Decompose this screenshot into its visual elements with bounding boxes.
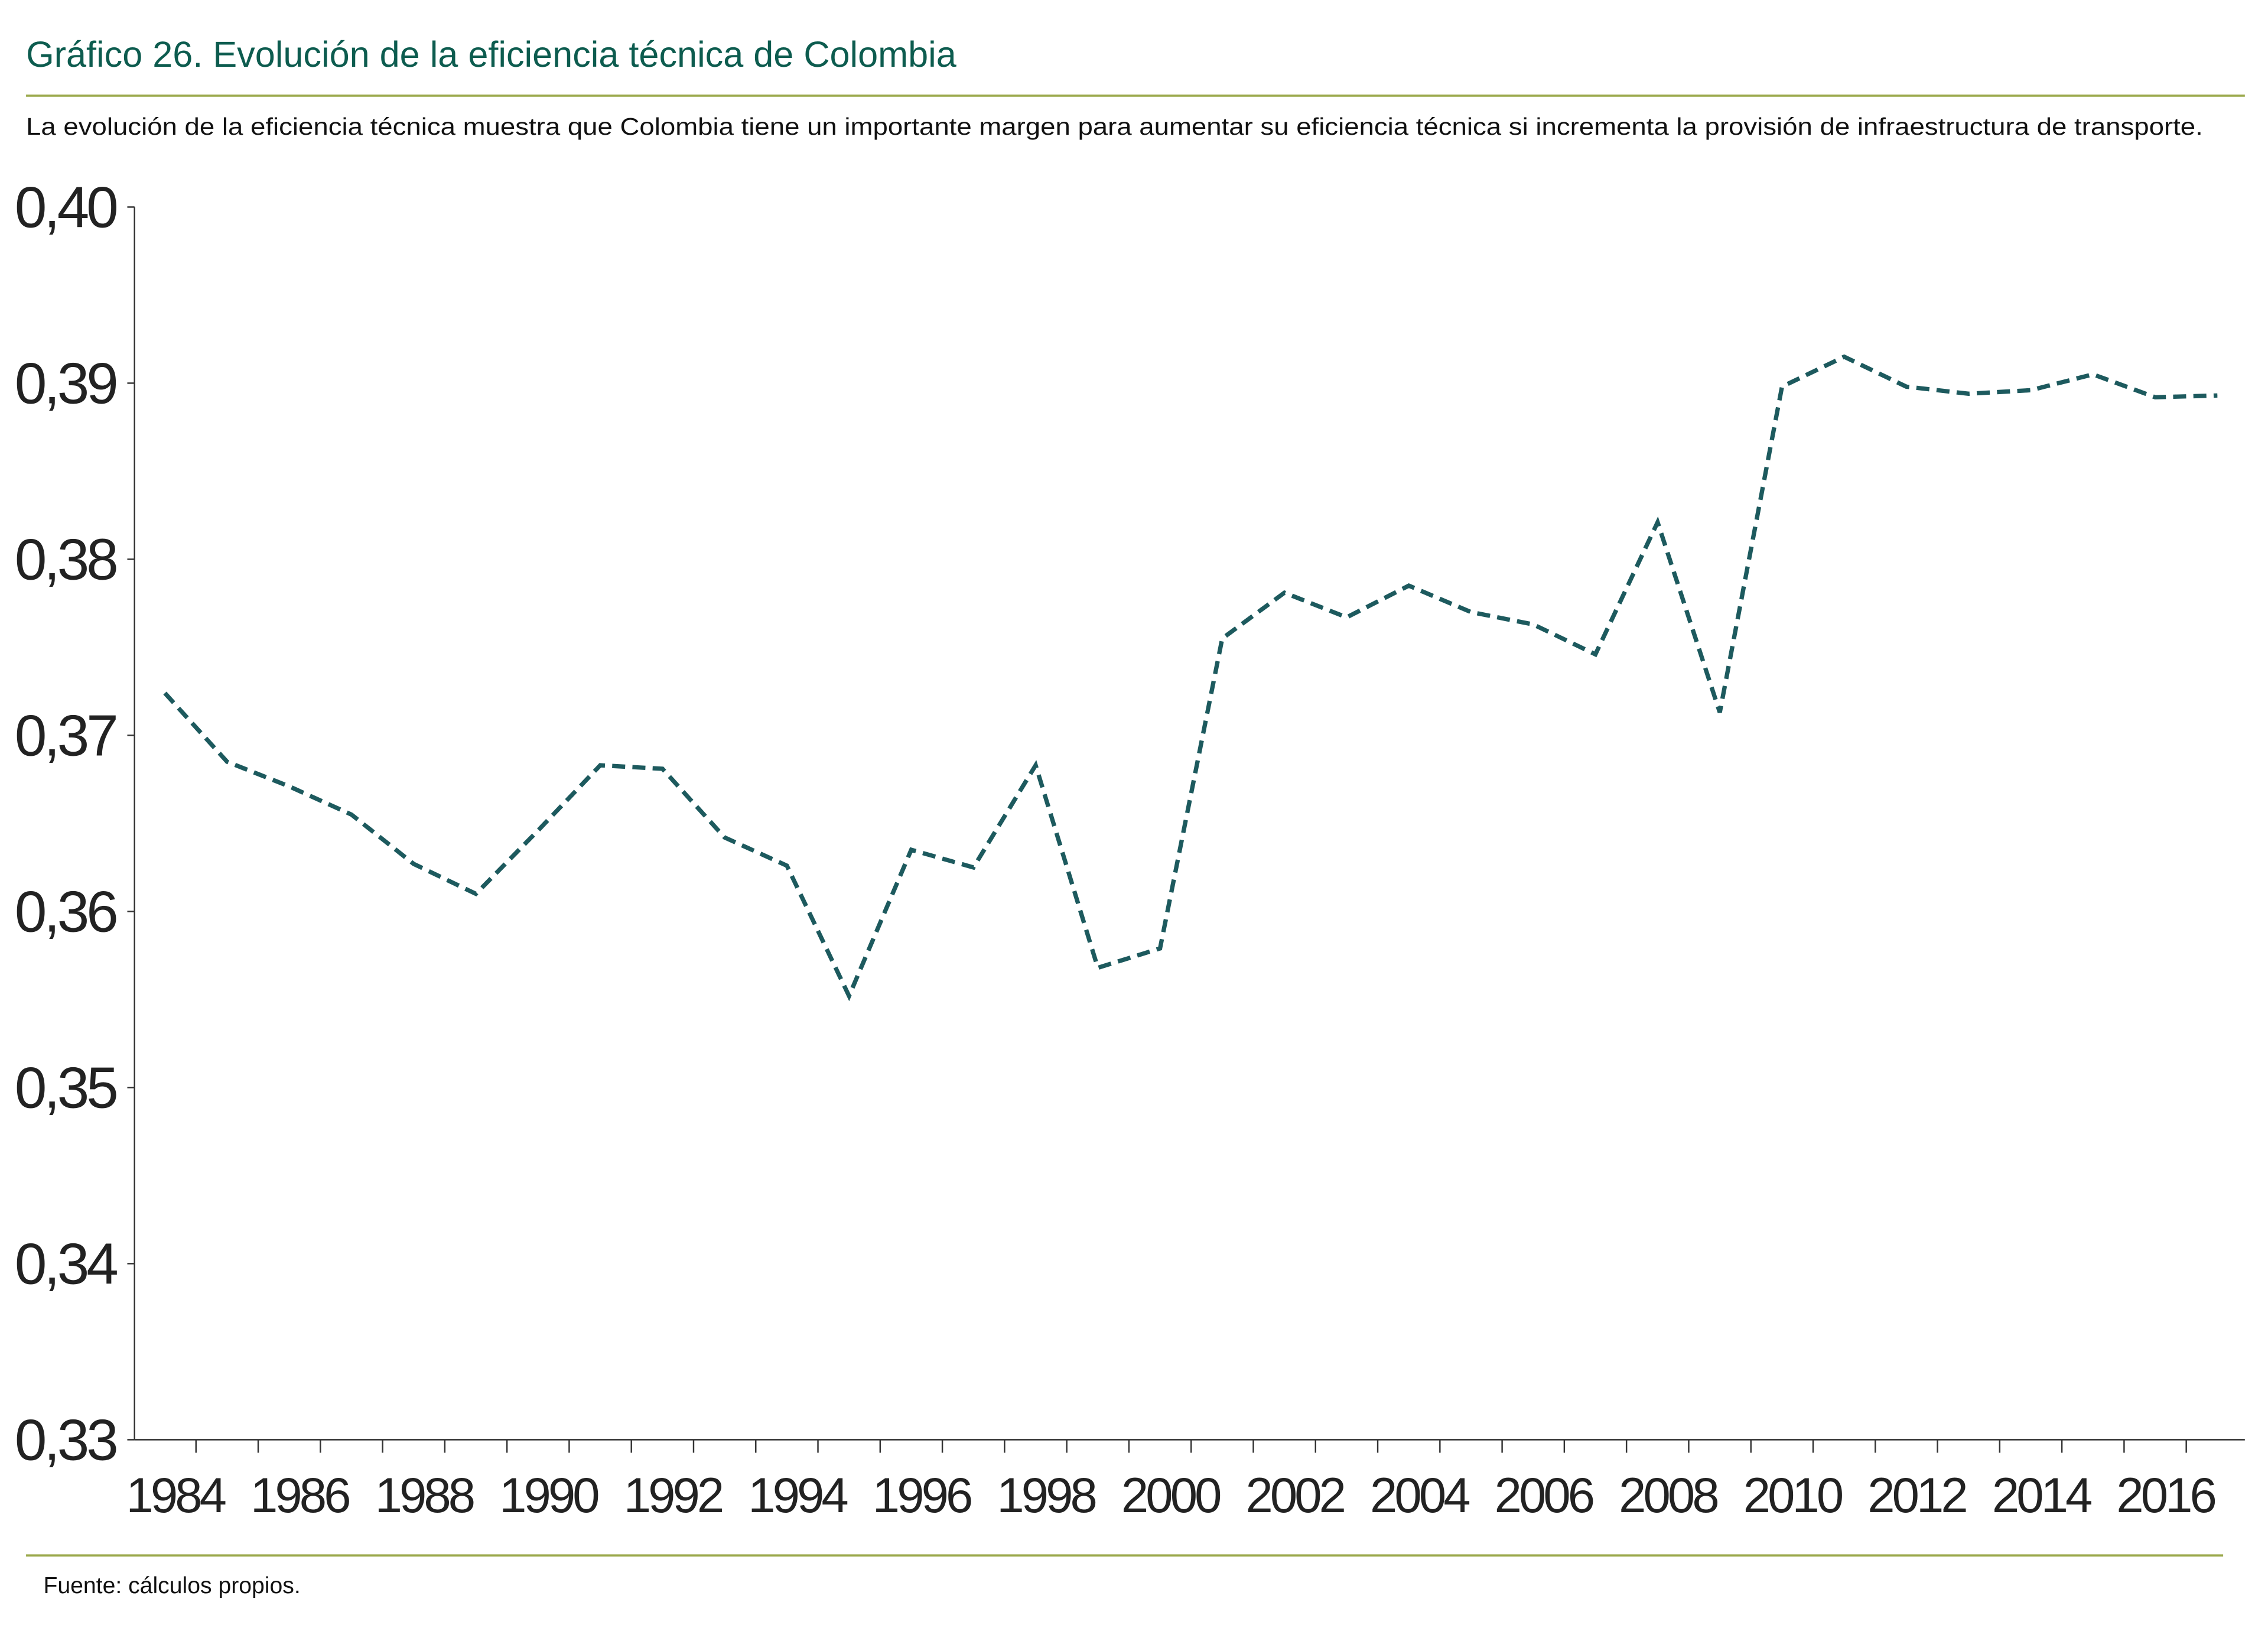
y-tick-label: 0,38 — [15, 527, 116, 592]
plot-area — [163, 354, 2218, 1002]
series-line — [163, 354, 2218, 1002]
x-tick-label: 2012 — [1867, 1468, 1966, 1523]
y-tick-label: 0,34 — [15, 1231, 117, 1296]
x-tick-label: 2010 — [1743, 1468, 1843, 1523]
x-tick-label: 1990 — [499, 1468, 598, 1523]
x-tick-label: 1996 — [873, 1468, 971, 1523]
x-tick-label: 1994 — [748, 1468, 847, 1523]
x-tick-label: 2006 — [1495, 1468, 1593, 1523]
y-tick-label: 0,39 — [15, 351, 116, 416]
x-tick-label: 1992 — [624, 1468, 723, 1523]
x-tick-label: 2016 — [2116, 1468, 2215, 1523]
y-tick-label: 0,40 — [15, 175, 116, 240]
x-tick-label: 2014 — [1992, 1468, 2091, 1523]
y-tick-label: 0,37 — [15, 703, 116, 768]
x-tick-label: 2008 — [1619, 1468, 1717, 1523]
axes: 0,33 0,34 0,35 0,36 0,37 0,38 0,39 0,40 1984 1986… — [15, 175, 2245, 1523]
x-tick-label: 2004 — [1370, 1468, 1469, 1523]
y-tick-label: 0,35 — [15, 1055, 116, 1120]
chart-title: Gráfico 26. Evolución de la eficiencia t… — [26, 34, 957, 74]
chart-subtitle: La evolución de la eficiencia técnica mu… — [26, 113, 2203, 140]
x-tick-label: 1984 — [126, 1468, 225, 1523]
x-tick-label: 2000 — [1121, 1468, 1221, 1523]
x-tick-label: 1988 — [375, 1468, 474, 1523]
source-note: Fuente: cálculos propios. — [43, 1573, 300, 1598]
x-tick-label: 1986 — [250, 1468, 349, 1523]
x-tick-label: 1998 — [997, 1468, 1095, 1523]
y-tick-label: 0,33 — [15, 1408, 116, 1473]
y-tick-label: 0,36 — [15, 879, 116, 944]
x-tick-label: 2002 — [1245, 1468, 1344, 1523]
